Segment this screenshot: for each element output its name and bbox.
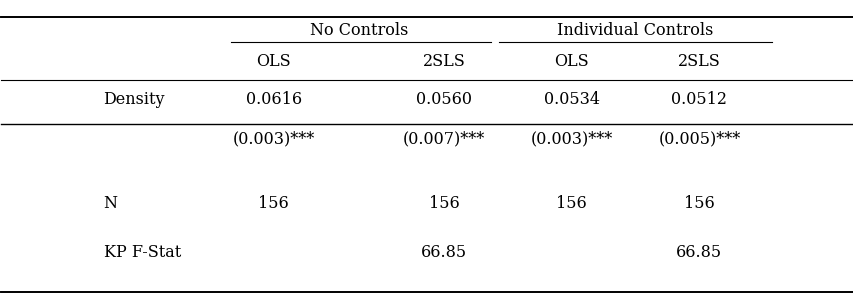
Text: N: N [103,196,118,212]
Text: No Controls: No Controls [310,22,408,39]
Text: 0.0512: 0.0512 [670,91,727,108]
Text: 66.85: 66.85 [421,244,467,261]
Text: (0.005)***: (0.005)*** [658,131,740,147]
Text: 66.85: 66.85 [676,244,722,261]
Text: (0.007)***: (0.007)*** [403,131,485,147]
Text: 0.0560: 0.0560 [415,91,472,108]
Text: Density: Density [103,91,165,108]
Text: 156: 156 [555,196,586,212]
Text: OLS: OLS [554,53,589,70]
Text: OLS: OLS [256,53,291,70]
Text: 2SLS: 2SLS [422,53,465,70]
Text: 0.0616: 0.0616 [246,91,301,108]
Text: 156: 156 [258,196,289,212]
Text: 156: 156 [428,196,459,212]
Text: 2SLS: 2SLS [677,53,720,70]
Text: KP F-Stat: KP F-Stat [103,244,181,261]
Text: (0.003)***: (0.003)*** [530,131,612,147]
Text: 156: 156 [683,196,714,212]
Text: 0.0534: 0.0534 [543,91,599,108]
Text: (0.003)***: (0.003)*** [232,131,315,147]
Text: Individual Controls: Individual Controls [557,22,713,39]
